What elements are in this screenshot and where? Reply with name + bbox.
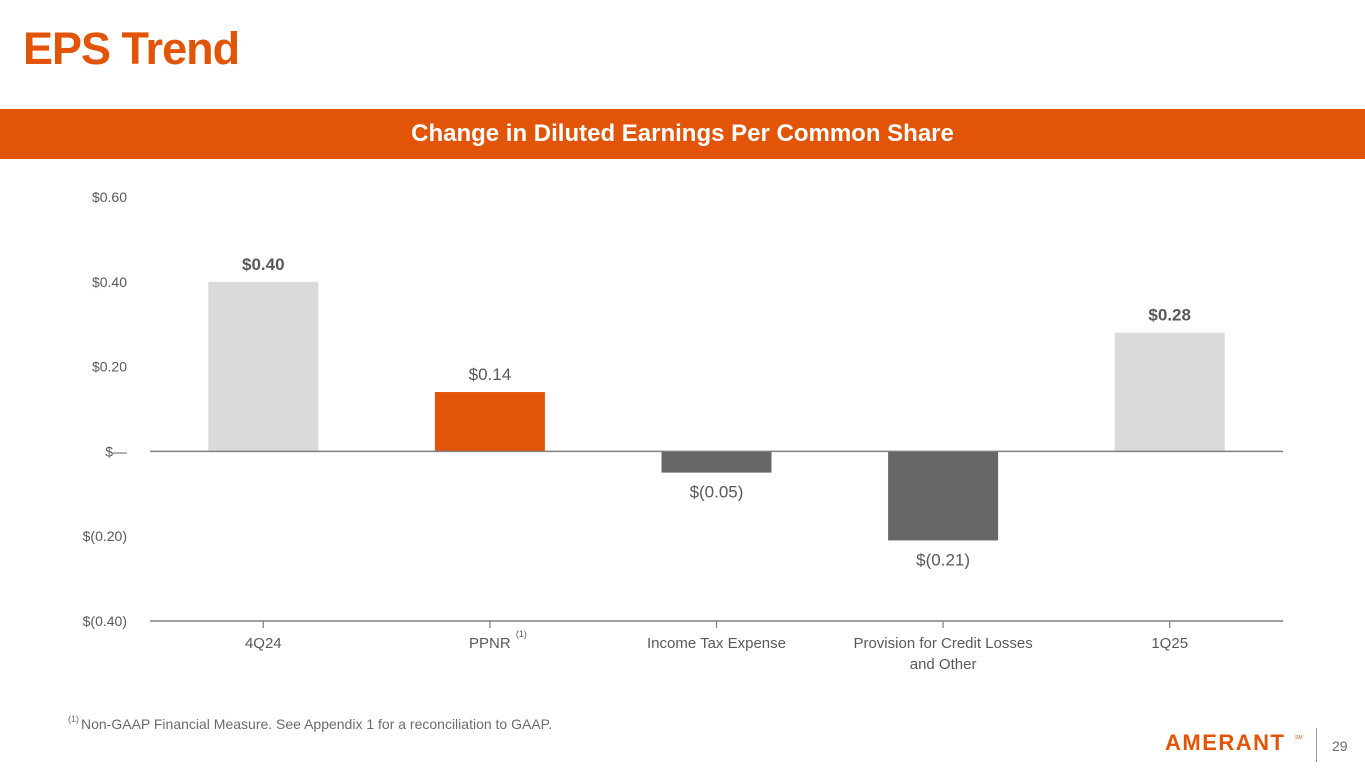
- bar-income-tax-expense: [661, 451, 772, 473]
- footer-divider: [1316, 728, 1317, 762]
- logo-service-mark: SM: [1295, 735, 1303, 741]
- page-title: EPS Trend: [23, 23, 240, 74]
- x-tick-label: 4Q24: [245, 635, 282, 652]
- eps-waterfall-chart: $0.60 $0.40 $0.20 $— $(0.20) $(0.40) $0.40 $0.1…: [83, 189, 1283, 673]
- footnote-text: Non-GAAP Financial Measure. See Appendix…: [81, 716, 553, 732]
- bar-ppnr: [434, 392, 545, 452]
- footnote-marker: (1): [68, 714, 79, 724]
- data-label: $0.40: [242, 255, 285, 274]
- x-tick-label: PPNR: [469, 635, 511, 652]
- y-tick-label: $0.60: [92, 189, 127, 205]
- x-tick-label: 1Q25: [1151, 635, 1188, 652]
- x-tick-label: Provision for Credit Losses: [853, 635, 1032, 652]
- chart-banner: Change in Diluted Earnings Per Common Sh…: [0, 109, 1365, 159]
- chart-title: Change in Diluted Earnings Per Common Sh…: [411, 120, 954, 147]
- y-tick-label: $—: [105, 443, 127, 459]
- data-label: $0.14: [469, 365, 512, 384]
- data-label: $(0.21): [916, 550, 970, 569]
- footnote: (1) Non-GAAP Financial Measure. See Appen…: [68, 714, 553, 732]
- page-number: 29: [1332, 738, 1348, 754]
- bar-1q25: [1114, 332, 1225, 452]
- category-superscript: (1): [516, 629, 527, 639]
- y-tick-label: $(0.20): [83, 528, 127, 544]
- x-tick-label: and Other: [910, 656, 977, 673]
- y-tick-label: $(0.40): [83, 613, 127, 629]
- data-label: $0.28: [1148, 306, 1191, 325]
- amerant-logo: AMERANT SM: [1165, 731, 1303, 753]
- bar-4q24: [208, 281, 319, 452]
- y-tick-label: $0.20: [92, 359, 127, 375]
- bar-provision-for-credit-losses-and-other: [888, 451, 999, 541]
- y-tick-label: $0.40: [92, 274, 127, 290]
- data-label: $(0.05): [690, 483, 744, 502]
- logo-wordmark: AMERANT: [1165, 731, 1286, 753]
- x-tick-label: Income Tax Expense: [647, 635, 786, 652]
